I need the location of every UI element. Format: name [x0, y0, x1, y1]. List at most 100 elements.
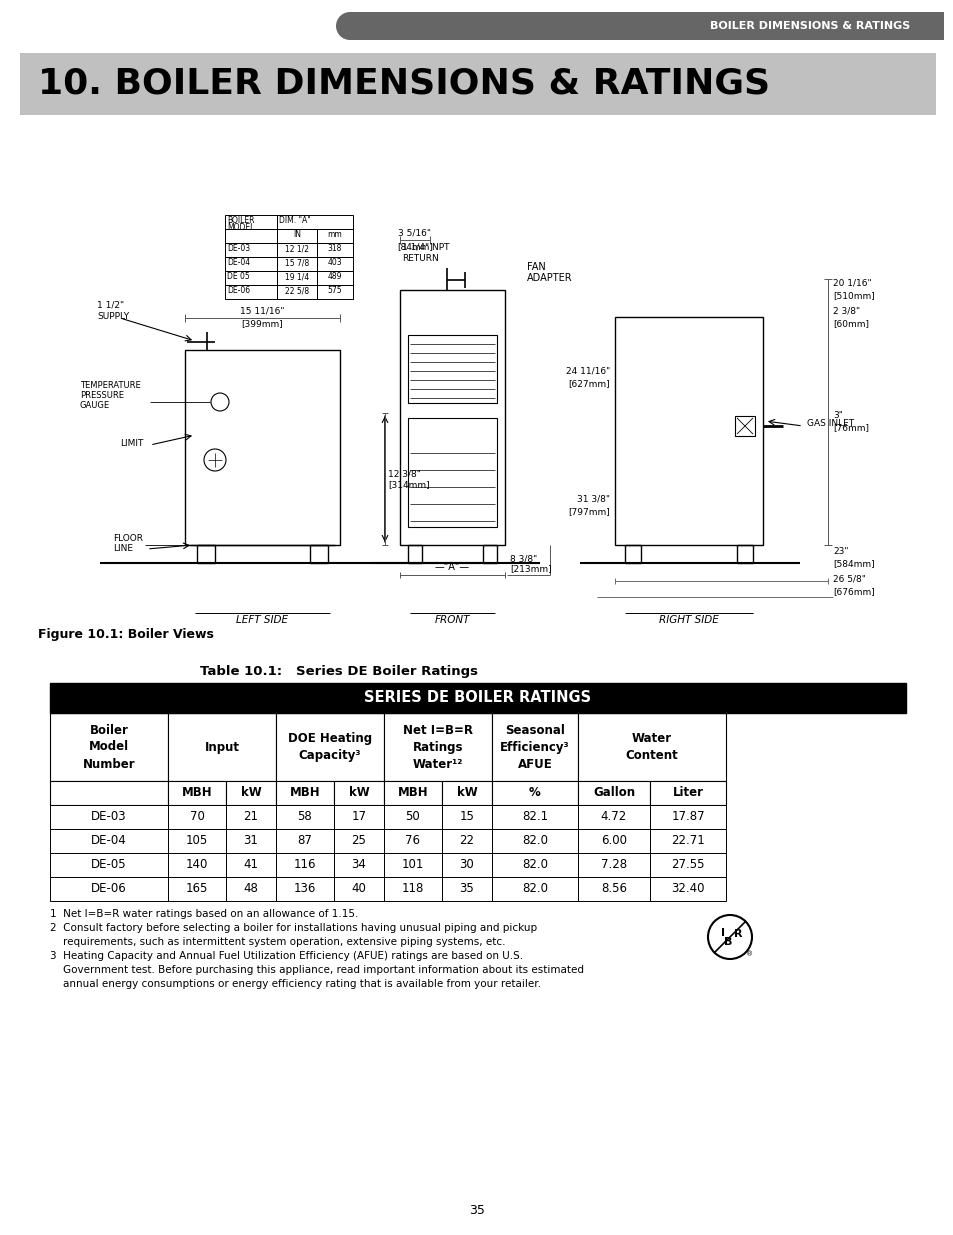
- Bar: [649, 805, 725, 829]
- Text: 7.28: 7.28: [600, 858, 626, 872]
- Text: 10. BOILER DIMENSIONS & RATINGS: 10. BOILER DIMENSIONS & RATINGS: [38, 67, 769, 101]
- Text: [76mm]: [76mm]: [832, 424, 868, 432]
- Text: 82.0: 82.0: [521, 883, 547, 895]
- Text: 1 1/2": 1 1/2": [97, 301, 124, 310]
- Bar: [276, 285, 316, 299]
- Bar: [384, 829, 441, 853]
- Text: 12 1/2: 12 1/2: [285, 245, 309, 253]
- Text: 118: 118: [401, 883, 424, 895]
- Text: 165: 165: [186, 883, 208, 895]
- Text: [676mm]: [676mm]: [832, 587, 874, 597]
- Bar: [275, 853, 334, 877]
- Bar: [50, 853, 168, 877]
- Bar: [334, 853, 384, 877]
- Bar: [399, 290, 504, 545]
- Text: 40: 40: [352, 883, 366, 895]
- Text: GAS INLET: GAS INLET: [806, 419, 853, 427]
- Bar: [441, 781, 492, 805]
- Bar: [408, 417, 497, 527]
- Text: 31 3/8": 31 3/8": [577, 495, 609, 504]
- Bar: [578, 781, 649, 805]
- Bar: [275, 781, 334, 805]
- Bar: [492, 829, 578, 853]
- Bar: [316, 270, 353, 285]
- Text: 116: 116: [294, 858, 315, 872]
- Bar: [275, 877, 334, 902]
- Bar: [50, 805, 168, 829]
- Text: LEFT SIDE: LEFT SIDE: [236, 615, 288, 625]
- Text: [60mm]: [60mm]: [832, 319, 868, 329]
- Bar: [275, 829, 334, 853]
- Text: 3": 3": [832, 411, 842, 420]
- Bar: [492, 781, 578, 805]
- Text: 22: 22: [459, 835, 474, 847]
- Bar: [185, 350, 339, 545]
- Text: 19 1/4: 19 1/4: [285, 272, 309, 282]
- Bar: [50, 781, 168, 805]
- Text: ADAPTER: ADAPTER: [526, 273, 572, 283]
- Bar: [316, 243, 353, 257]
- Text: MODEL: MODEL: [227, 224, 254, 232]
- Bar: [578, 877, 649, 902]
- Text: kW: kW: [348, 787, 369, 799]
- Bar: [482, 545, 497, 563]
- Text: 70: 70: [190, 810, 204, 824]
- Bar: [50, 713, 168, 781]
- Text: Seasonal
Efficiency³
AFUE: Seasonal Efficiency³ AFUE: [499, 724, 569, 771]
- Text: 41: 41: [243, 858, 258, 872]
- Text: FRONT: FRONT: [435, 615, 470, 625]
- Text: 82.0: 82.0: [521, 835, 547, 847]
- Bar: [316, 285, 353, 299]
- Bar: [578, 713, 725, 781]
- Text: %: %: [529, 787, 540, 799]
- Text: 575: 575: [327, 287, 342, 295]
- Text: 6.00: 6.00: [600, 835, 626, 847]
- Bar: [226, 829, 275, 853]
- Bar: [384, 781, 441, 805]
- Bar: [441, 853, 492, 877]
- Text: 23": 23": [832, 547, 847, 556]
- Text: 76: 76: [405, 835, 420, 847]
- Bar: [334, 829, 384, 853]
- Text: [213mm]: [213mm]: [510, 564, 551, 573]
- Text: 17.87: 17.87: [671, 810, 704, 824]
- Text: 318: 318: [328, 245, 342, 253]
- Text: kW: kW: [456, 787, 476, 799]
- Bar: [276, 228, 316, 243]
- Text: 136: 136: [294, 883, 315, 895]
- Text: annual energy consumptions or energy efficiency rating that is available from yo: annual energy consumptions or energy eff…: [50, 979, 540, 989]
- Bar: [50, 683, 905, 713]
- Text: 87: 87: [297, 835, 313, 847]
- Text: 8.56: 8.56: [600, 883, 626, 895]
- Text: DE-03: DE-03: [91, 810, 127, 824]
- Bar: [225, 285, 276, 299]
- Bar: [225, 257, 276, 270]
- Bar: [649, 877, 725, 902]
- Text: [84mm]: [84mm]: [396, 242, 433, 251]
- Bar: [168, 713, 275, 781]
- Bar: [492, 877, 578, 902]
- Text: Table 10.1:   Series DE Boiler Ratings: Table 10.1: Series DE Boiler Ratings: [200, 664, 477, 678]
- Ellipse shape: [335, 12, 364, 40]
- Bar: [276, 243, 316, 257]
- Text: 26 5/8": 26 5/8": [832, 576, 865, 584]
- Bar: [276, 270, 316, 285]
- Text: [797mm]: [797mm]: [568, 508, 609, 516]
- Text: GAUGE: GAUGE: [80, 401, 110, 410]
- Text: FLOOR: FLOOR: [112, 534, 143, 543]
- Bar: [334, 805, 384, 829]
- Bar: [226, 877, 275, 902]
- Bar: [384, 805, 441, 829]
- Text: DE-06: DE-06: [227, 287, 250, 295]
- Text: 32.40: 32.40: [671, 883, 704, 895]
- Bar: [168, 829, 226, 853]
- Text: DE-05: DE-05: [91, 858, 127, 872]
- Text: 3  Heating Capacity and Annual Fuel Utilization Efficiency (AFUE) ratings are ba: 3 Heating Capacity and Annual Fuel Utili…: [50, 951, 522, 961]
- Bar: [492, 853, 578, 877]
- Text: SERIES DE BOILER RATINGS: SERIES DE BOILER RATINGS: [364, 690, 591, 705]
- Text: 105: 105: [186, 835, 208, 847]
- Text: PRESSURE: PRESSURE: [80, 391, 124, 400]
- Text: 48: 48: [243, 883, 258, 895]
- Text: [510mm]: [510mm]: [832, 291, 874, 300]
- Text: BOILER DIMENSIONS & RATINGS: BOILER DIMENSIONS & RATINGS: [709, 21, 909, 31]
